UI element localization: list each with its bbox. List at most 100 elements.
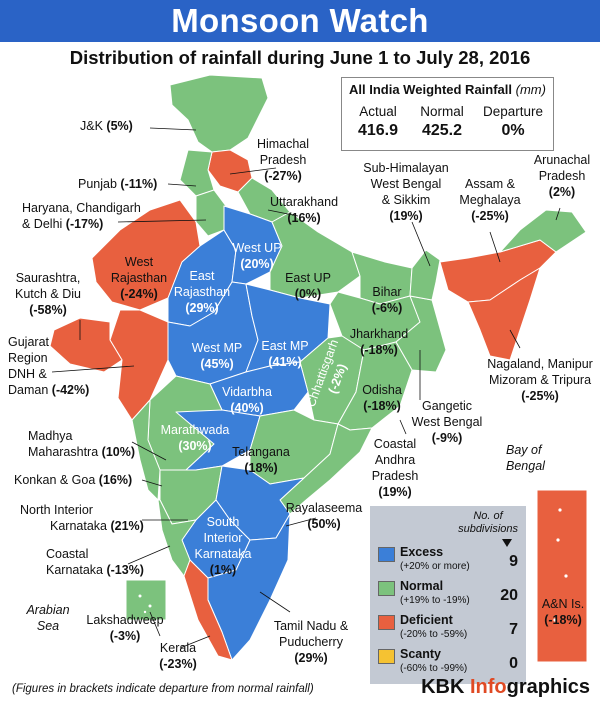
- label-east-up: East UP (0%): [278, 270, 338, 302]
- actual-label: Actual: [359, 104, 397, 119]
- legend-swatch-excess: [378, 547, 395, 562]
- label-nik-name2: Karnataka: [50, 519, 107, 533]
- label-haryana: Haryana, Chandigarh & Delhi (-17%): [22, 200, 141, 232]
- region-west-up: [223, 205, 283, 285]
- label-kerala: Kerala (-23%): [150, 640, 206, 672]
- normal-column: Normal 425.2: [414, 104, 470, 140]
- label-rayalaseema-value: (50%): [307, 517, 341, 531]
- footnote: (Figures in brackets indicate departure …: [12, 683, 314, 695]
- all-india-rainfall-box: All India Weighted Rainfall (mm) Actual …: [341, 77, 554, 151]
- label-madhya-maha-name1: Madhya: [28, 429, 73, 443]
- label-saurashtra-name2: Kutch & Diu: [14, 287, 81, 301]
- label-vidarbha-name: Vidarbha: [222, 385, 272, 399]
- label-uttarakhand-value: (16%): [287, 211, 321, 225]
- label-coastal-karnataka: Coastal Karnataka (-13%): [46, 546, 144, 578]
- label-punjab-name: Punjab: [78, 177, 117, 191]
- region-arunachal: [499, 209, 587, 253]
- legend-item-normal: Normal (+19% to -19%) 20: [374, 578, 522, 612]
- legend-range-excess: (+20% or more): [400, 561, 470, 572]
- label-coastal-ap-name1: Coastal: [373, 437, 417, 451]
- region-jk: [169, 74, 269, 153]
- departure-column: Departure 0%: [476, 104, 550, 140]
- legend-name-scanty: Scanty: [400, 647, 441, 661]
- legend-name-normal: Normal: [400, 579, 444, 593]
- label-an-name: A&N Is.: [541, 597, 585, 611]
- label-odisha-value: (-18%): [363, 399, 401, 413]
- actual-value: 416.9: [357, 122, 399, 139]
- all-india-heading-text: All India Weighted Rainfall: [349, 82, 513, 97]
- label-west-raj-name1: West: [124, 255, 154, 269]
- label-an-islands: A&N Is. (-18%): [536, 596, 590, 628]
- label-sik-value: (1%): [209, 563, 237, 577]
- arabian-line2: Sea: [36, 619, 60, 633]
- region-saurashtra: [49, 317, 123, 373]
- label-jharkhand-name: Jharkhand: [349, 327, 409, 341]
- label-west-mp: West MP (45%): [182, 340, 252, 372]
- label-west-mp-name: West MP: [191, 341, 243, 355]
- label-telangana-value: (18%): [244, 461, 278, 475]
- region-an: [536, 489, 588, 663]
- title-banner: Monsoon Watch: [0, 0, 600, 42]
- label-saurashtra-value: (-58%): [29, 303, 67, 317]
- label-saurashtra: Saurashtra, Kutch & Diu (-58%): [6, 270, 90, 318]
- label-jk-name: J&K: [80, 119, 103, 133]
- label-arunachal-name2: Pradesh: [538, 169, 586, 183]
- label-uttarakhand-name: Uttarakhand: [269, 195, 339, 209]
- label-west-mp-value: (45%): [200, 357, 234, 371]
- actual-column: Actual 416.9: [350, 104, 406, 140]
- region-gangetic-wb: [395, 295, 447, 373]
- label-coastal-ap-value: (19%): [378, 485, 412, 499]
- legend-item-scanty: Scanty (-60% to -99%) 0: [374, 646, 522, 680]
- credit-part3: graphics: [506, 676, 590, 698]
- label-madhya-maha-value: (10%): [101, 445, 136, 459]
- region-kerala: [183, 559, 233, 661]
- label-madhya-maha-name2: Maharashtra: [28, 445, 99, 459]
- legend-header: No. of subdivisions: [458, 510, 518, 536]
- label-haryana-name1: Haryana, Chandigarh: [22, 201, 141, 215]
- legend-count-normal: 20: [500, 587, 518, 604]
- region-haryana: [195, 189, 227, 237]
- region-coastal-karnataka: [157, 499, 197, 577]
- legend-range-normal: (+19% to -19%): [400, 595, 470, 606]
- label-saurashtra-name1: Saurashtra,: [15, 271, 81, 285]
- label-tn-name1: Tamil Nadu &: [273, 619, 349, 633]
- legend-count-excess: 9: [509, 553, 518, 570]
- label-nagaland-value: (-25%): [521, 389, 559, 403]
- label-gujarat-name3: DNH &: [8, 367, 47, 381]
- label-gangetic-wb: Gangetic West Bengal (-9%): [404, 398, 490, 446]
- legend: No. of subdivisions Excess (+20% or more…: [370, 506, 526, 684]
- label-shwb-name1: Sub-Himalayan: [363, 161, 449, 175]
- label-lakshadweep-name: Lakshadweep: [86, 613, 164, 627]
- label-haryana-name2: & Delhi: [22, 217, 63, 231]
- label-gujarat-name1: Gujarat: [8, 335, 49, 349]
- label-konkan: Konkan & Goa (16%): [14, 472, 132, 488]
- label-konkan-value: (16%): [98, 473, 133, 487]
- label-east-mp-value: (41%): [268, 355, 302, 369]
- label-marathwada: Marathwada (30%): [150, 422, 240, 454]
- legend-swatch-deficient: [378, 615, 395, 630]
- label-nik-value: (21%): [110, 519, 144, 533]
- label-odisha-name: Odisha: [362, 383, 402, 397]
- label-arunachal-name1: Arunachal: [533, 153, 591, 167]
- label-konkan-name: Konkan & Goa: [14, 473, 96, 487]
- label-sik-name3: Karnataka: [194, 547, 252, 561]
- label-himachal-name1: Himachal: [256, 137, 310, 151]
- label-shwb-value: (19%): [389, 209, 423, 223]
- label-assam: Assam & Meghalaya (-25%): [452, 176, 528, 224]
- normal-label: Normal: [420, 104, 464, 119]
- label-sik-name2: Interior: [203, 531, 243, 545]
- label-marathwada-name: Marathwada: [160, 423, 230, 437]
- label-west-up: West UP (20%): [222, 240, 292, 272]
- label-nagaland: Nagaland, Manipur Mizoram & Tripura (-25…: [480, 356, 600, 404]
- label-vidarbha-value: (40%): [230, 401, 264, 415]
- label-nik-name1: North Interior: [20, 503, 93, 517]
- label-coastal-k-name1: Coastal: [46, 547, 89, 561]
- region-tn: [207, 513, 291, 661]
- label-east-raj-name1: East: [189, 269, 215, 283]
- region-lakshadweep: [125, 579, 167, 621]
- label-jharkhand-value: (-18%): [360, 343, 398, 357]
- label-arunachal: Arunachal Pradesh (2%): [524, 152, 600, 200]
- label-assam-name2: Meghalaya: [459, 193, 521, 207]
- legend-item-deficient: Deficient (-20% to -59%) 7: [374, 612, 522, 646]
- region-punjab: [179, 149, 215, 197]
